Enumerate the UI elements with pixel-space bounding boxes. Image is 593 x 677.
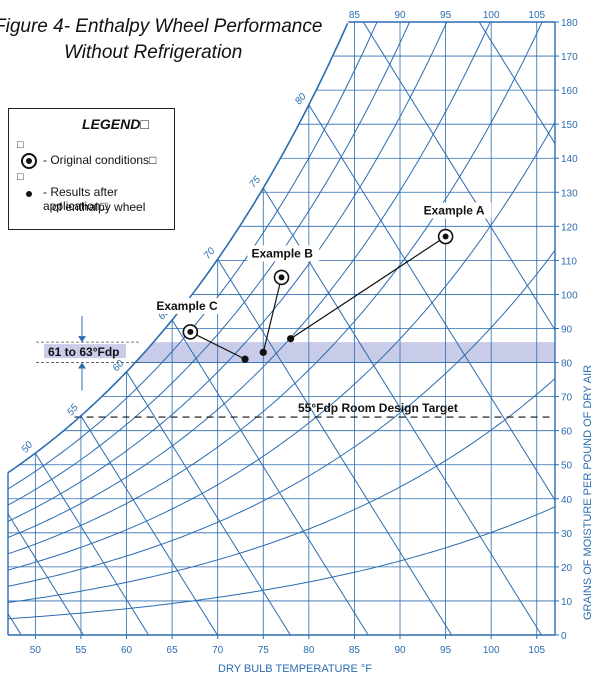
y-tick-label: 40 bbox=[561, 495, 573, 506]
relative-humidity-curve bbox=[8, 506, 555, 620]
wet-bulb-line bbox=[171, 319, 369, 635]
relative-humidity-curve bbox=[8, 121, 555, 571]
y-tick-label: 180 bbox=[561, 18, 578, 29]
x-tick-label: 75 bbox=[258, 645, 270, 656]
original-condition-center bbox=[278, 274, 285, 281]
wet-bulb-line bbox=[354, 22, 555, 635]
example-path-line bbox=[290, 236, 446, 340]
legend-box-glyph-2: □ bbox=[17, 171, 24, 183]
y-axis-title: GRAINS OF MOISTURE PER POUND OF DRY AIR bbox=[582, 364, 593, 620]
original-condition-center bbox=[187, 328, 194, 335]
wet-bulb-label: 60 bbox=[111, 358, 127, 374]
results-dot-icon bbox=[26, 191, 32, 197]
relative-humidity-curve bbox=[8, 378, 555, 603]
y-tick-label: 100 bbox=[561, 290, 578, 301]
x-tick-label: 90 bbox=[394, 645, 406, 656]
legend-results-label-1: - Results after application□ bbox=[43, 185, 118, 213]
relative-humidity-curve bbox=[8, 22, 555, 522]
result-marker bbox=[287, 335, 295, 343]
example-label: Example A bbox=[424, 204, 485, 218]
legend-title: LEGEND□ bbox=[82, 116, 149, 132]
x-axis-title: DRY BULB TEMPERATURE °F bbox=[218, 663, 372, 675]
y-tick-label: 10 bbox=[561, 597, 573, 608]
y-tick-label: 110 bbox=[561, 256, 577, 267]
y-tick-label: 0 bbox=[561, 631, 567, 642]
example-path-line bbox=[262, 277, 283, 353]
y-tick-label: 90 bbox=[561, 325, 573, 336]
example-label-backing bbox=[152, 297, 225, 314]
wet-bulb-line bbox=[8, 484, 84, 635]
example-label-backing bbox=[247, 245, 320, 262]
example-label-backing bbox=[419, 202, 492, 219]
y-tick-label: 70 bbox=[561, 393, 573, 404]
wet-bulb-label: 50 bbox=[20, 439, 36, 455]
y-tick-label: 60 bbox=[561, 427, 573, 438]
top-temperature-label: 100 bbox=[483, 10, 500, 21]
top-temperature-label: 85 bbox=[349, 10, 361, 21]
y-tick-label: 170 bbox=[561, 52, 578, 63]
band-label-backing bbox=[44, 344, 126, 359]
x-tick-label: 100 bbox=[483, 645, 500, 656]
legend-results-label-2: of enthalpy wheel bbox=[52, 200, 146, 214]
y-tick-label: 30 bbox=[561, 529, 573, 540]
wet-bulb-label: 75 bbox=[248, 174, 264, 190]
legend-original-label: - Original conditions□ bbox=[43, 153, 157, 167]
result-marker bbox=[241, 355, 249, 363]
y-tick-label: 150 bbox=[561, 120, 578, 131]
wet-bulb-label: 55 bbox=[65, 402, 81, 418]
x-tick-label: 95 bbox=[440, 645, 452, 656]
x-tick-label: 65 bbox=[167, 645, 179, 656]
x-tick-label: 50 bbox=[30, 645, 42, 656]
x-tick-label: 60 bbox=[121, 645, 133, 656]
band-arrow-down bbox=[78, 336, 86, 343]
x-tick-label: 80 bbox=[303, 645, 315, 656]
wet-bulb-line bbox=[262, 187, 542, 635]
y-tick-label: 140 bbox=[561, 154, 578, 165]
band-arrow-up bbox=[78, 362, 86, 369]
relative-humidity-curve bbox=[8, 22, 555, 539]
legend-box: LEGEND□ □ - Original conditions□ □ - Res… bbox=[8, 108, 175, 230]
relative-humidity-curve bbox=[8, 22, 555, 490]
top-temperature-label: 90 bbox=[394, 10, 406, 21]
wet-bulb-line bbox=[126, 371, 291, 635]
wet-bulb-label: 70 bbox=[202, 245, 218, 261]
x-tick-label: 70 bbox=[212, 645, 224, 656]
y-tick-label: 20 bbox=[561, 563, 573, 574]
wet-bulb-line bbox=[308, 104, 555, 635]
example-path-line bbox=[190, 331, 246, 360]
wet-bulb-line bbox=[217, 258, 453, 635]
x-tick-label: 105 bbox=[528, 645, 545, 656]
top-temperature-label: 105 bbox=[528, 10, 545, 21]
wet-bulb-line bbox=[80, 415, 218, 635]
relative-humidity-curve bbox=[8, 22, 555, 555]
chart-title-line-1: Figure 4- Enthalpy Wheel Performance bbox=[0, 16, 323, 37]
relative-humidity-curve bbox=[8, 249, 555, 587]
wet-bulb-label: 80 bbox=[293, 91, 309, 107]
top-temperature-label: 95 bbox=[440, 10, 452, 21]
wet-bulb-line bbox=[34, 452, 150, 635]
x-tick-label: 85 bbox=[349, 645, 361, 656]
band-label: 61 to 63°Fdp bbox=[48, 345, 119, 359]
original-conditions-icon bbox=[21, 153, 37, 169]
chart-title-line-2: Without Refrigeration bbox=[64, 42, 243, 63]
room-design-target-label: 55°Fdp Room Design Target bbox=[298, 401, 458, 415]
legend-box-glyph: □ bbox=[17, 139, 24, 151]
y-tick-label: 50 bbox=[561, 461, 573, 472]
example-label: Example B bbox=[252, 246, 314, 260]
y-tick-label: 160 bbox=[561, 86, 578, 97]
example-label: Example C bbox=[156, 299, 218, 313]
y-tick-label: 130 bbox=[561, 188, 578, 199]
original-condition-center bbox=[442, 233, 449, 240]
y-tick-label: 120 bbox=[561, 222, 578, 233]
y-tick-label: 80 bbox=[561, 359, 573, 370]
result-marker bbox=[259, 348, 267, 356]
x-tick-label: 55 bbox=[75, 645, 87, 656]
